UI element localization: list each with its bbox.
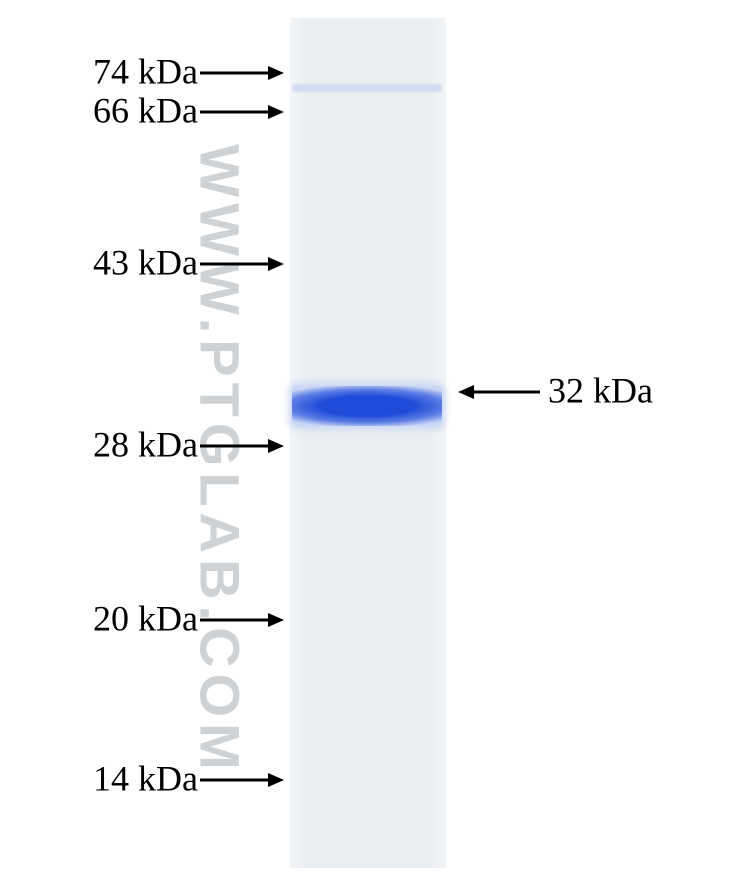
arrow-right-icon <box>200 263 268 266</box>
mw-marker: 43 kDa <box>0 246 284 282</box>
arrow-right-icon <box>200 111 268 114</box>
arrow-right-head-icon <box>268 257 284 271</box>
mw-marker-label: 66 kDa <box>93 89 198 131</box>
arrow-right-icon <box>200 619 268 622</box>
arrow-right-head-icon <box>268 105 284 119</box>
arrow-right-head-icon <box>268 613 284 627</box>
mw-marker-label: 20 kDa <box>93 597 198 639</box>
arrow-right-head-icon <box>268 773 284 787</box>
gel-lane <box>290 18 446 868</box>
faint-band-74kda <box>292 84 442 92</box>
arrow-right-head-icon <box>268 439 284 453</box>
mw-marker-label: 74 kDa <box>93 50 198 92</box>
mw-marker-label: 28 kDa <box>93 423 198 465</box>
arrow-right-head-icon <box>268 66 284 80</box>
mw-marker-label: 14 kDa <box>93 757 198 799</box>
arrow-right-icon <box>200 445 268 448</box>
gel-image: WWW.PTGLAB.COM 74 kDa66 kDa43 kDa28 kDa2… <box>0 0 740 889</box>
arrow-left-head-icon <box>458 385 474 399</box>
mw-marker: 74 kDa <box>0 55 284 91</box>
mw-marker: 20 kDa <box>0 602 284 638</box>
arrow-right-icon <box>200 72 268 75</box>
protein-band-32kda <box>292 386 442 426</box>
mw-marker: 66 kDa <box>0 94 284 130</box>
mw-marker: 14 kDa <box>0 762 284 798</box>
mw-marker: 32 kDa <box>458 374 740 410</box>
mw-marker: 28 kDa <box>0 428 284 464</box>
mw-marker-label: 43 kDa <box>93 241 198 283</box>
mw-marker-label: 32 kDa <box>548 369 653 411</box>
arrow-right-icon <box>200 779 268 782</box>
arrow-left-icon <box>474 391 540 394</box>
